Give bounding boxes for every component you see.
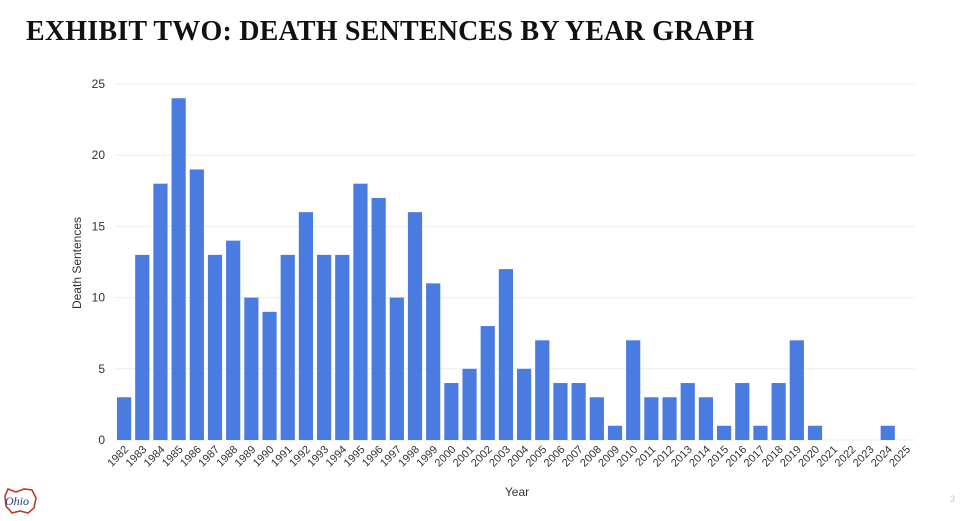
bar-1995 [353, 183, 368, 440]
bar-2011 [644, 397, 659, 440]
bar-1991 [280, 254, 295, 440]
bar-1984 [153, 183, 168, 440]
bar-2000 [444, 383, 459, 440]
bar-1985 [171, 98, 186, 441]
bar-2005 [535, 340, 550, 440]
bar-1983 [135, 254, 150, 440]
bar-1996 [371, 197, 386, 440]
bar-2007 [571, 383, 586, 440]
y-tick-label: 0 [98, 433, 105, 447]
slide-title: EXHIBIT TWO: DEATH SENTENCES BY YEAR GRA… [26, 16, 755, 47]
x-tick-label: 2025 [887, 444, 913, 470]
svg-text:Ohio: Ohio [5, 494, 29, 508]
y-tick-label: 15 [92, 219, 106, 233]
bar-2018 [771, 383, 786, 440]
bar-1990 [262, 311, 277, 440]
bar-2002 [480, 326, 495, 440]
bar-2009 [607, 425, 623, 440]
bar-2019 [789, 340, 804, 440]
page-number: 3 [950, 494, 956, 504]
bar-1982 [117, 397, 132, 440]
bar-1997 [389, 297, 404, 440]
bar-1987 [207, 254, 223, 440]
x-axis-label: Year [505, 485, 529, 499]
bar-2015 [717, 425, 732, 440]
bar-2012 [662, 397, 677, 440]
bar-1994 [335, 254, 350, 440]
y-tick-label: 25 [92, 77, 106, 91]
bar-2013 [680, 383, 695, 440]
bar-2016 [735, 383, 750, 440]
bar-2006 [553, 383, 568, 440]
y-tick-label: 20 [92, 148, 106, 162]
y-tick-labels: 0 5 10 15 20 25 [92, 77, 106, 447]
bar-2017 [753, 425, 768, 440]
bar-1993 [317, 254, 332, 440]
bar-1988 [226, 240, 241, 440]
bar-2010 [626, 340, 641, 440]
bar-1989 [244, 297, 259, 440]
x-tick-labels: 1982198319841985198619871988198919901991… [105, 444, 913, 470]
y-tick-label: 10 [92, 291, 106, 305]
bar-2004 [517, 368, 532, 440]
bar-2001 [462, 368, 477, 440]
bars [117, 98, 895, 441]
bar-1998 [407, 212, 423, 440]
bar-1999 [426, 283, 441, 440]
bar-2024 [880, 425, 895, 440]
bar-2020 [807, 425, 823, 440]
y-tick-label: 5 [98, 362, 105, 376]
y-axis-label: Death Sentences [70, 217, 84, 309]
bar-2014 [698, 397, 713, 440]
bar-1986 [189, 169, 204, 440]
ohio-logo: Ohio [2, 486, 42, 521]
bar-2003 [498, 269, 513, 440]
bar-1992 [298, 212, 313, 440]
bar-2008 [589, 397, 604, 440]
